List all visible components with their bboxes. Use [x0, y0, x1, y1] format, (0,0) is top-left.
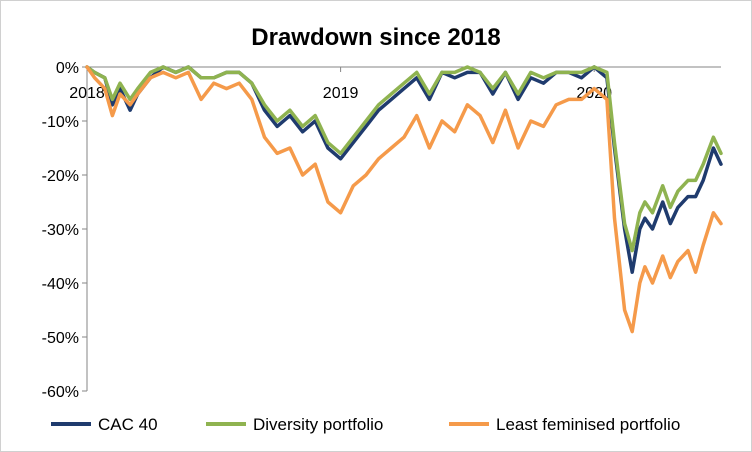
- series-layer: [85, 65, 723, 334]
- legend-label: CAC 40: [98, 415, 158, 434]
- series-line-3: [85, 65, 723, 334]
- y-tick-label: -30%: [42, 222, 79, 239]
- y-tick-label: -60%: [42, 384, 79, 401]
- x-tick-label: 2018: [69, 85, 105, 102]
- y-tick-label: -20%: [42, 168, 79, 185]
- chart-title: Drawdown since 2018: [251, 24, 500, 51]
- legend-label: Least feminised portfolio: [496, 415, 680, 434]
- legend: CAC 40 Diversity portfolio Least feminised…: [51, 415, 680, 434]
- y-tick-label: -50%: [42, 330, 79, 347]
- x-tick-label: 2019: [323, 85, 359, 102]
- y-tick-label: -40%: [42, 276, 79, 293]
- y-tick-label: -10%: [42, 114, 79, 131]
- y-tick-label: 0%: [56, 60, 79, 77]
- series-line-2: [85, 65, 723, 253]
- series-line-1: [85, 65, 723, 274]
- legend-label: Diversity portfolio: [253, 415, 383, 434]
- y-axis: 0% -10% -20% -30% -40% -50% -60%: [42, 60, 88, 401]
